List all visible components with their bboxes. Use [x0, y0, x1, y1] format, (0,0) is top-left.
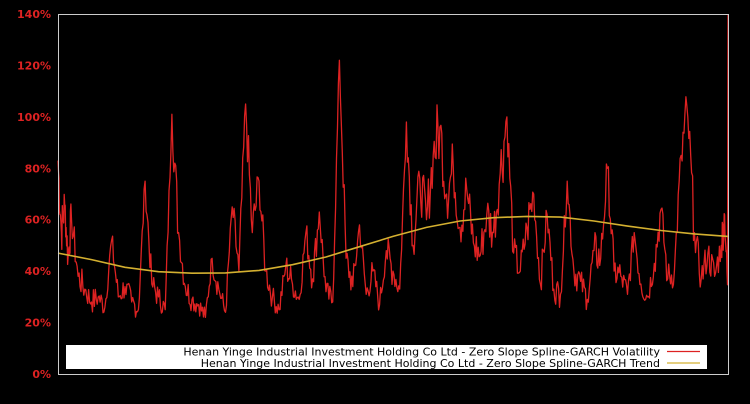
y-tick-label: 100%: [17, 111, 51, 124]
y-tick-label: 120%: [17, 59, 51, 72]
y-tick-label: 40%: [25, 265, 51, 278]
legend-label-volatility: Henan Yinge Industrial Investment Holdin…: [183, 346, 660, 359]
trend-line: [57, 215, 729, 275]
y-tick-label: 20%: [25, 317, 51, 330]
plot-area: [57, 13, 729, 319]
plot-frame: [58, 14, 729, 375]
y-tick-label: 0%: [32, 368, 51, 381]
y-tick-label: 60%: [25, 214, 51, 227]
legend-label-trend: Henan Yinge Industrial Investment Holdin…: [201, 357, 660, 370]
legend-box: [66, 345, 707, 369]
volatility-line: [57, 13, 729, 319]
y-tick-label: 140%: [17, 8, 51, 21]
y-axis: 0% 20% 40% 60% 80% 100% 120% 140%: [17, 8, 51, 381]
y-tick-label: 80%: [25, 162, 51, 175]
legend: Henan Yinge Industrial Investment Holdin…: [66, 345, 707, 370]
